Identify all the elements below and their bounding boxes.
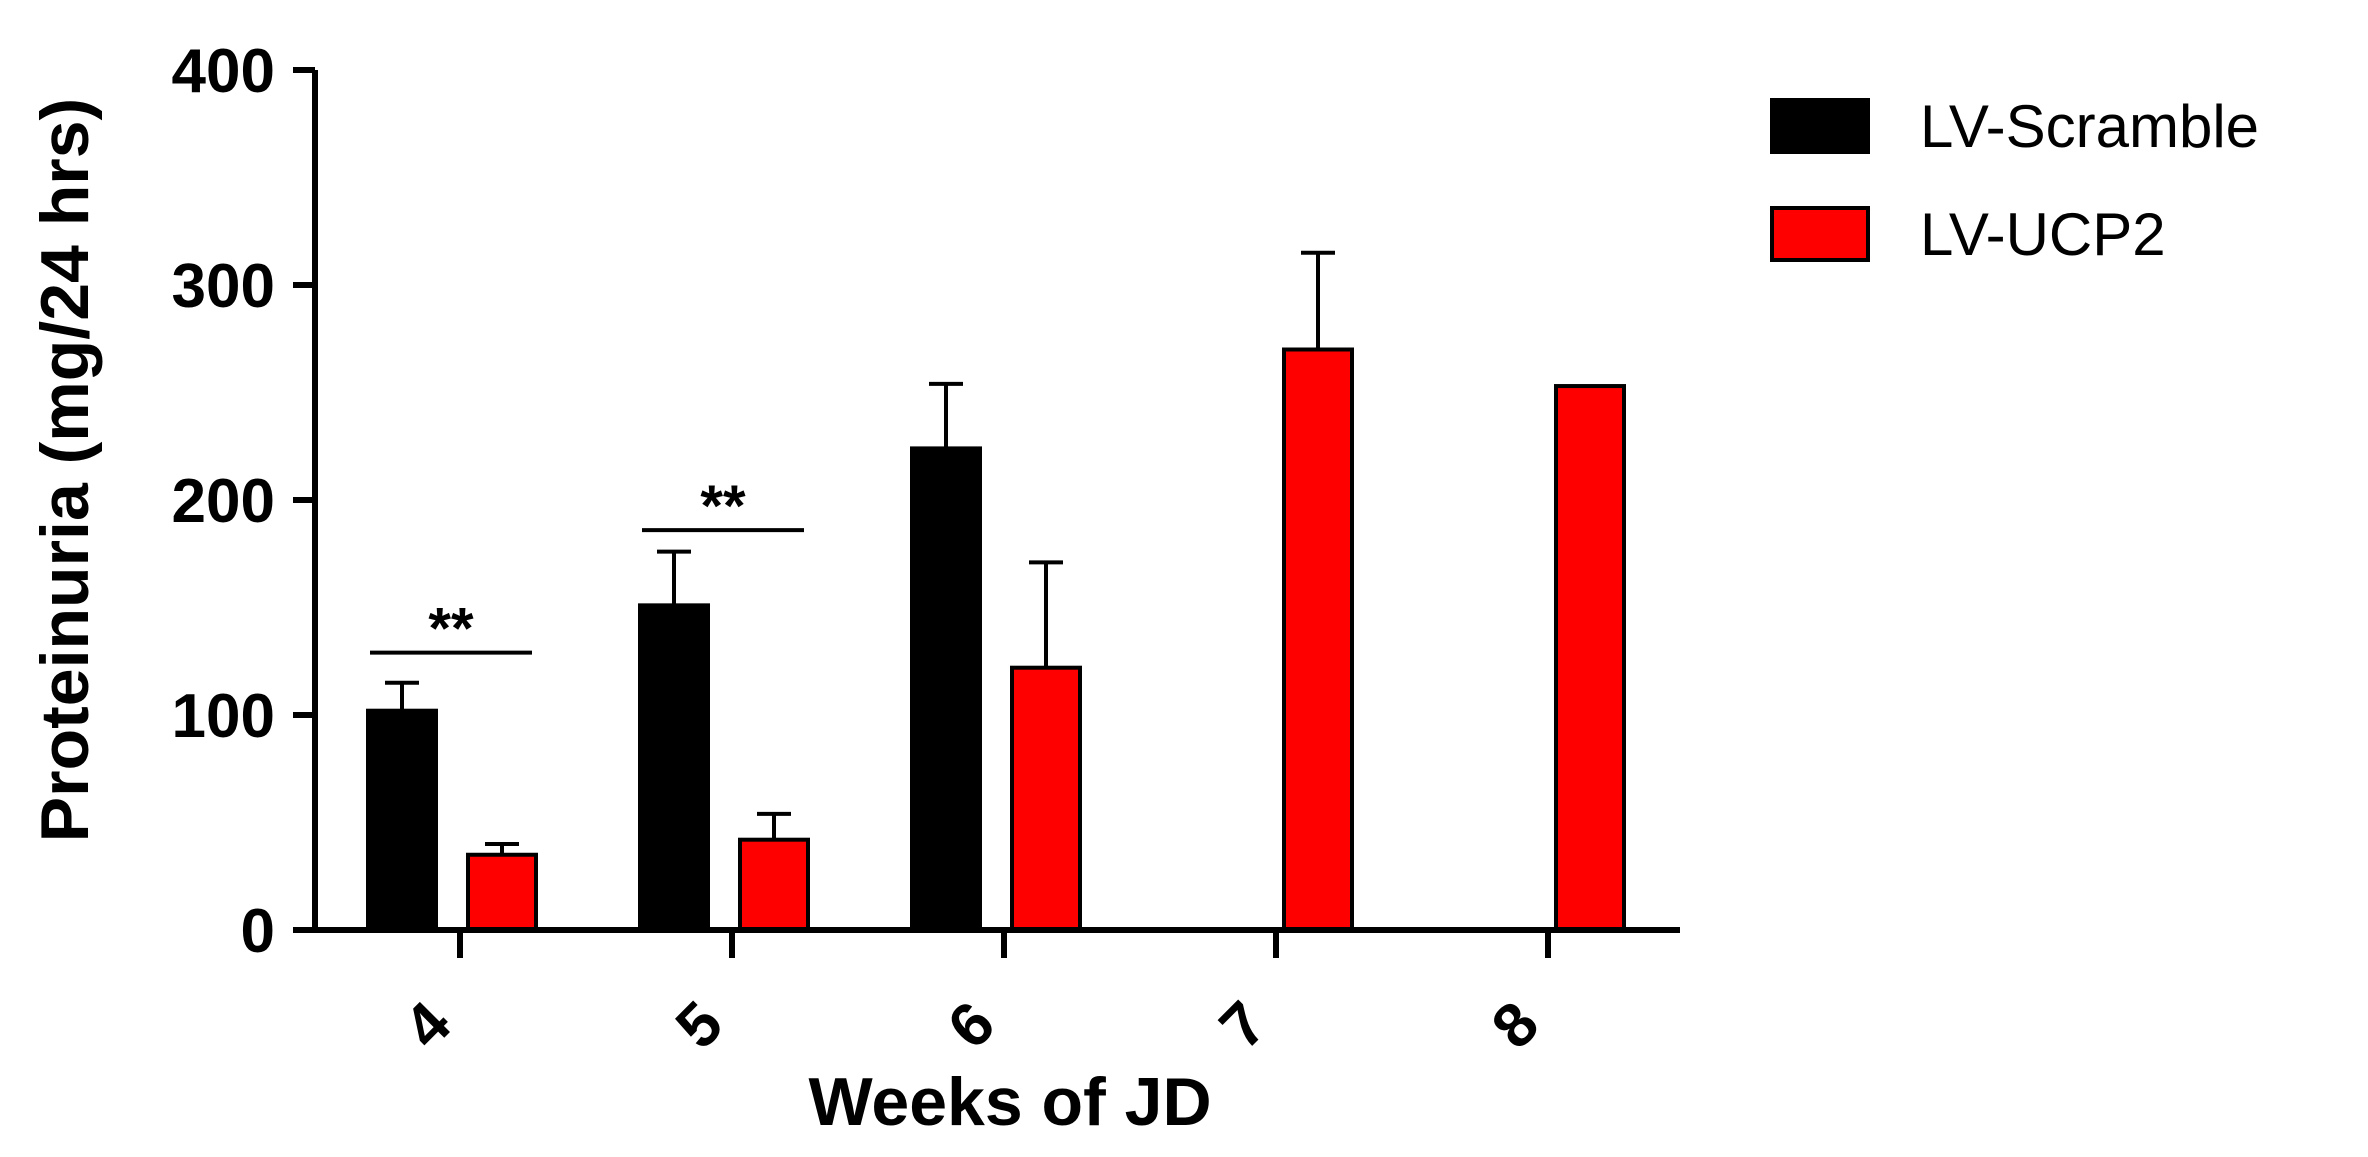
bar-lv-ucp2-week-4	[466, 852, 538, 932]
x-tick-label: 8	[1479, 989, 1552, 1062]
bar-lv-ucp2-week-7	[1282, 347, 1354, 932]
bar-lv-ucp2-week-8	[1554, 384, 1626, 932]
bar-lv-ucp2-week-6	[1010, 665, 1082, 932]
legend-label: LV-Scramble	[1920, 93, 2259, 160]
legend-label: LV-UCP2	[1920, 201, 2166, 268]
x-tick-label: 7	[1207, 989, 1280, 1062]
x-tick-label: 5	[663, 989, 736, 1062]
bar-lv-ucp2-week-5	[738, 837, 810, 933]
significance-label: **	[700, 474, 746, 539]
x-tick-label: 6	[935, 989, 1008, 1062]
y-tick-label: 0	[241, 897, 275, 966]
x-axis-title: Weeks of JD	[808, 1064, 1211, 1140]
y-tick-label: 200	[172, 467, 275, 536]
x-axis: 4 5 6 7 8	[300, 927, 1680, 1063]
plot-area: ** **	[366, 250, 1626, 933]
bar-lv-scramble-week-6	[910, 446, 982, 932]
y-axis: 0 100 200 300 400	[172, 37, 318, 966]
bar-lv-scramble-week-5	[638, 603, 710, 932]
y-tick-label: 100	[172, 682, 275, 751]
y-axis-title: Proteinuria (mg/24 hrs)	[27, 98, 103, 842]
y-tick-label: 400	[172, 37, 275, 106]
legend: LV-Scramble LV-UCP2	[1770, 93, 2259, 268]
x-tick-label: 4	[391, 989, 465, 1063]
significance-label: **	[428, 597, 474, 662]
bar-lv-scramble-week-4	[366, 708, 438, 933]
legend-swatch	[1770, 98, 1870, 154]
y-tick-label: 300	[172, 252, 275, 321]
legend-swatch	[1770, 206, 1870, 262]
